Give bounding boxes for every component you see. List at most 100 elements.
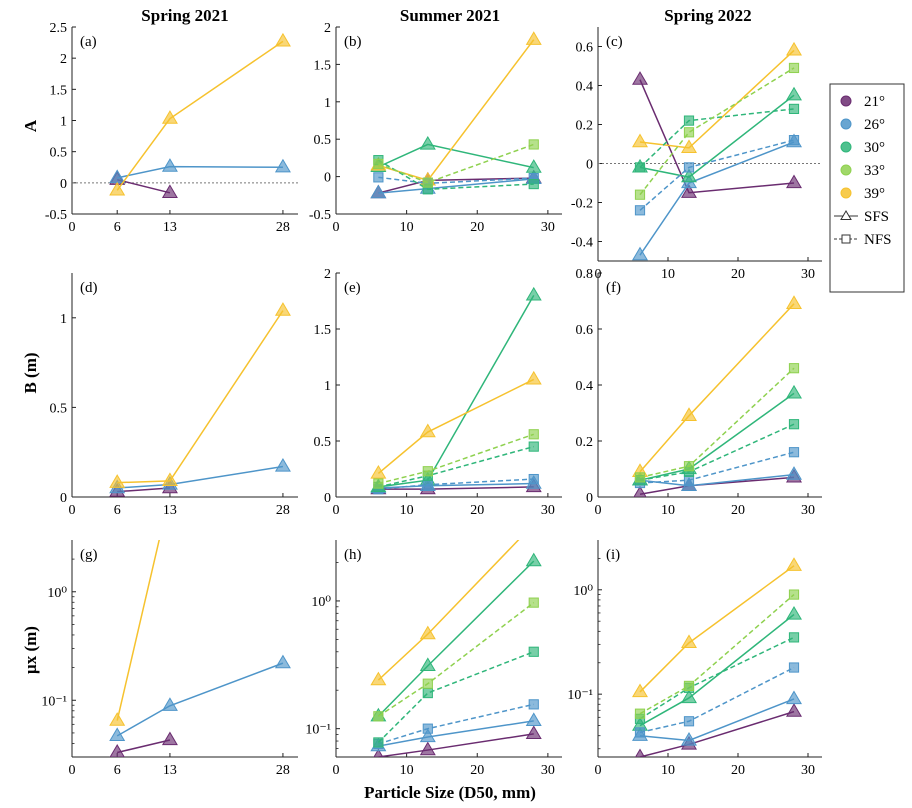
data-point-33-nfs [373,711,384,722]
series-line-30-nfs [639,423,795,481]
data-point-39-sfs [681,634,697,649]
triangle-marker-icon [840,210,852,220]
y-tick-label: 10⁻¹ [41,694,67,709]
series-group [370,31,542,199]
series-line-26-sfs [117,165,283,179]
data-point-30-nfs [788,632,800,643]
y-tick-label: 0 [324,171,331,186]
data-point-33-nfs [788,62,800,74]
data-point-30-sfs [525,552,542,567]
data-point-33-nfs [788,589,800,600]
y-tick-label: 1 [324,96,331,111]
panel-e: 0 10 20 30 0 0.5 1 1.5 2 (e) [314,267,562,518]
data-point-30-sfs [786,384,802,399]
data-point-26-sfs [525,712,542,727]
data-point-33-nfs [634,708,646,719]
y-tick-label: 2 [324,21,331,36]
data-point-30-sfs [786,605,802,620]
series-line-30-sfs [639,392,795,481]
data-point-26-sfs [274,458,291,472]
series-line-26-sfs [378,720,534,747]
y-tick-label: 0.6 [576,41,594,56]
legend-swatch [840,95,852,107]
x-tick-label: 0 [333,763,340,778]
series-line-33-nfs [639,367,795,479]
y-tick-label: 0.5 [314,133,332,148]
data-point-26-nfs [683,475,695,486]
data-point-21-sfs [635,748,645,757]
series-line-30-sfs [639,94,795,178]
y-tick-label: 0.4 [576,379,594,394]
legend-style-label: NFS [864,232,892,248]
series-line-30-nfs [377,159,534,191]
column-title-1: Spring 2021 [141,6,228,25]
data-point-39-sfs [419,625,436,640]
series-group [632,41,802,261]
data-point-21-sfs [525,725,542,740]
x-tick-label: 10 [661,763,675,778]
x-tick-label: 30 [801,503,815,518]
data-point-26-sfs [274,158,291,173]
data-point-21-sfs [161,184,178,198]
panel-label-f: (f) [606,280,621,296]
data-point-21-sfs [786,174,802,189]
data-point-39-sfs [161,110,178,124]
data-point-30-sfs [419,135,436,150]
data-point-26-nfs [373,172,384,183]
series-line-30-sfs [378,143,534,169]
data-point-21-sfs [373,748,384,757]
legend-swatch [840,141,852,153]
legend-swatch [840,118,852,130]
data-point-39-sfs [370,671,387,686]
series-line-39-sfs [117,310,284,484]
x-tick-label: 28 [276,763,290,778]
x-tick-label: 0 [69,763,76,778]
y-tick-label: 0 [586,491,593,506]
data-point-26-nfs [788,447,800,458]
panel-label-g: (g) [80,547,98,563]
data-point-39-sfs [525,370,542,385]
legend-label: 21° [864,94,885,110]
data-point-30-nfs [373,737,384,748]
series-line-39-sfs [377,540,520,681]
legend-label: 30° [864,140,885,156]
y-tick-label: 1 [60,115,67,130]
x-tick-label: 0 [333,503,340,518]
data-point-30-nfs [528,646,539,657]
data-point-30-nfs [528,178,539,190]
data-point-26-sfs [419,728,436,743]
series-group [109,302,291,497]
data-point-26-nfs [683,162,695,173]
data-point-39-sfs [525,31,542,45]
series-line-26-sfs [639,141,795,256]
x-tick-label: 13 [163,763,177,778]
data-point-39-sfs [161,472,178,487]
x-tick-label: 13 [163,503,177,518]
legend-label: 39° [864,186,885,202]
series-line-21-sfs [117,739,171,754]
data-point-33-nfs [683,680,695,692]
series-group [370,540,542,757]
data-point-33-nfs [634,189,646,200]
series-line-39-sfs [378,39,535,182]
panel-label-c: (c) [606,34,623,50]
series-line-21-sfs [117,487,170,493]
series-line-21-sfs [639,79,795,194]
data-point-26-nfs [422,479,433,490]
x-tick-label: 20 [470,220,484,235]
data-point-30-nfs [683,115,695,126]
data-point-39-sfs [632,133,648,148]
x-tick-label: 13 [163,220,177,235]
x-tick-label: 10 [400,220,414,235]
series-line-21-sfs [639,476,795,495]
column-title-2: Summer 2021 [400,6,500,25]
y-tick-label: 0.5 [50,146,68,161]
series-group [632,295,802,497]
panel-h: 0 10 20 30 10⁻¹ 10⁰ (h) [305,540,562,778]
data-point-39-sfs [632,683,648,698]
y-tick-label: 10⁻¹ [305,723,331,738]
y-tick-label: -0.2 [571,197,593,212]
data-point-21-sfs [161,731,178,746]
data-point-33-nfs [788,363,800,374]
